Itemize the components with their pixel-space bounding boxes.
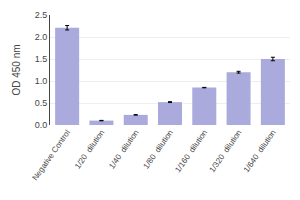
svg-text:1/80 dilution: 1/80 dilution (142, 128, 175, 170)
svg-text:OD 450 nm: OD 450 nm (11, 44, 22, 95)
svg-text:0.0: 0.0 (35, 120, 48, 130)
svg-text:1.5: 1.5 (35, 54, 48, 64)
svg-text:2.5: 2.5 (35, 10, 48, 20)
svg-text:2.0: 2.0 (35, 32, 48, 42)
svg-text:1/40 dilution: 1/40 dilution (107, 128, 140, 170)
svg-text:0.5: 0.5 (35, 98, 48, 108)
svg-text:1/20 dilution: 1/20 dilution (73, 128, 106, 170)
svg-text:1/320 dilution: 1/320 dilution (208, 128, 244, 174)
svg-text:1/160 dilution: 1/160 dilution (173, 128, 209, 174)
svg-text:Negative Control: Negative Control (31, 128, 73, 182)
svg-text:1.0: 1.0 (35, 76, 48, 86)
svg-text:1/640 dilution: 1/640 dilution (242, 128, 278, 174)
